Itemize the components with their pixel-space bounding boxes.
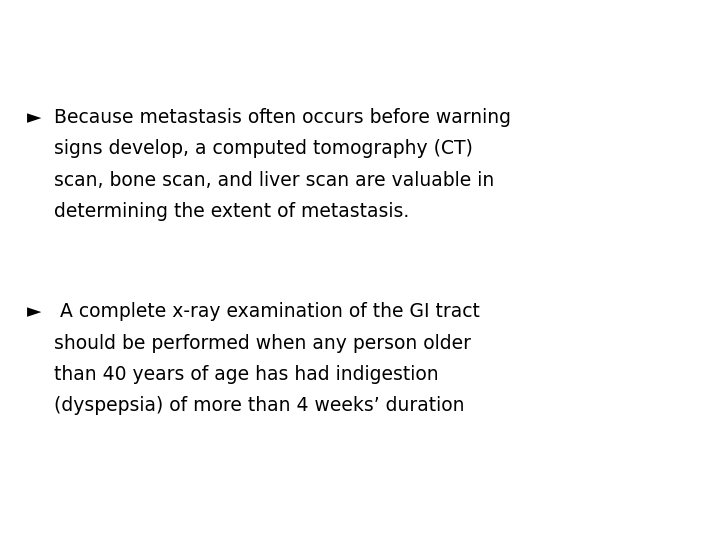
- Text: (dyspepsia) of more than 4 weeks’ duration: (dyspepsia) of more than 4 weeks’ durati…: [54, 396, 464, 415]
- Text: signs develop, a computed tomography (CT): signs develop, a computed tomography (CT…: [54, 139, 473, 158]
- Text: scan, bone scan, and liver scan are valuable in: scan, bone scan, and liver scan are valu…: [54, 171, 494, 190]
- Text: Because metastasis often occurs before warning: Because metastasis often occurs before w…: [54, 108, 511, 127]
- Text: A complete x-ray examination of the GI tract: A complete x-ray examination of the GI t…: [54, 302, 480, 321]
- Text: ►: ►: [27, 302, 42, 321]
- Text: determining the extent of metastasis.: determining the extent of metastasis.: [54, 202, 409, 221]
- Text: should be performed when any person older: should be performed when any person olde…: [54, 334, 471, 353]
- Text: ►: ►: [27, 108, 42, 127]
- Text: than 40 years of age has had indigestion: than 40 years of age has had indigestion: [54, 365, 438, 384]
